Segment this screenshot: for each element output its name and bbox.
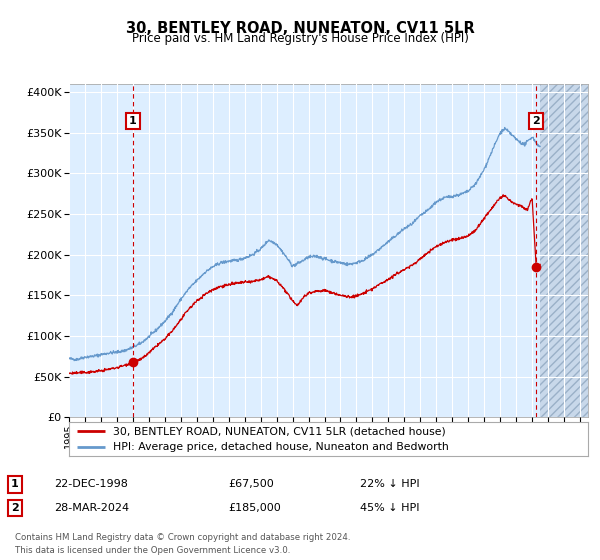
Text: 1: 1 (11, 479, 19, 489)
Text: £185,000: £185,000 (228, 503, 281, 513)
Text: 1: 1 (129, 116, 137, 125)
Text: 28-MAR-2024: 28-MAR-2024 (54, 503, 129, 513)
Text: 22% ↓ HPI: 22% ↓ HPI (360, 479, 419, 489)
Text: 30, BENTLEY ROAD, NUNEATON, CV11 5LR: 30, BENTLEY ROAD, NUNEATON, CV11 5LR (125, 21, 475, 36)
Text: 2: 2 (532, 116, 540, 125)
Text: HPI: Average price, detached house, Nuneaton and Bedworth: HPI: Average price, detached house, Nune… (113, 442, 449, 452)
Text: 30, BENTLEY ROAD, NUNEATON, CV11 5LR (detached house): 30, BENTLEY ROAD, NUNEATON, CV11 5LR (de… (113, 426, 446, 436)
Text: 45% ↓ HPI: 45% ↓ HPI (360, 503, 419, 513)
Text: 22-DEC-1998: 22-DEC-1998 (54, 479, 128, 489)
Text: 2: 2 (11, 503, 19, 513)
Text: Price paid vs. HM Land Registry's House Price Index (HPI): Price paid vs. HM Land Registry's House … (131, 32, 469, 45)
Bar (540, 84, 588, 417)
Text: £67,500: £67,500 (228, 479, 274, 489)
Text: Contains HM Land Registry data © Crown copyright and database right 2024.
This d: Contains HM Land Registry data © Crown c… (15, 533, 350, 554)
